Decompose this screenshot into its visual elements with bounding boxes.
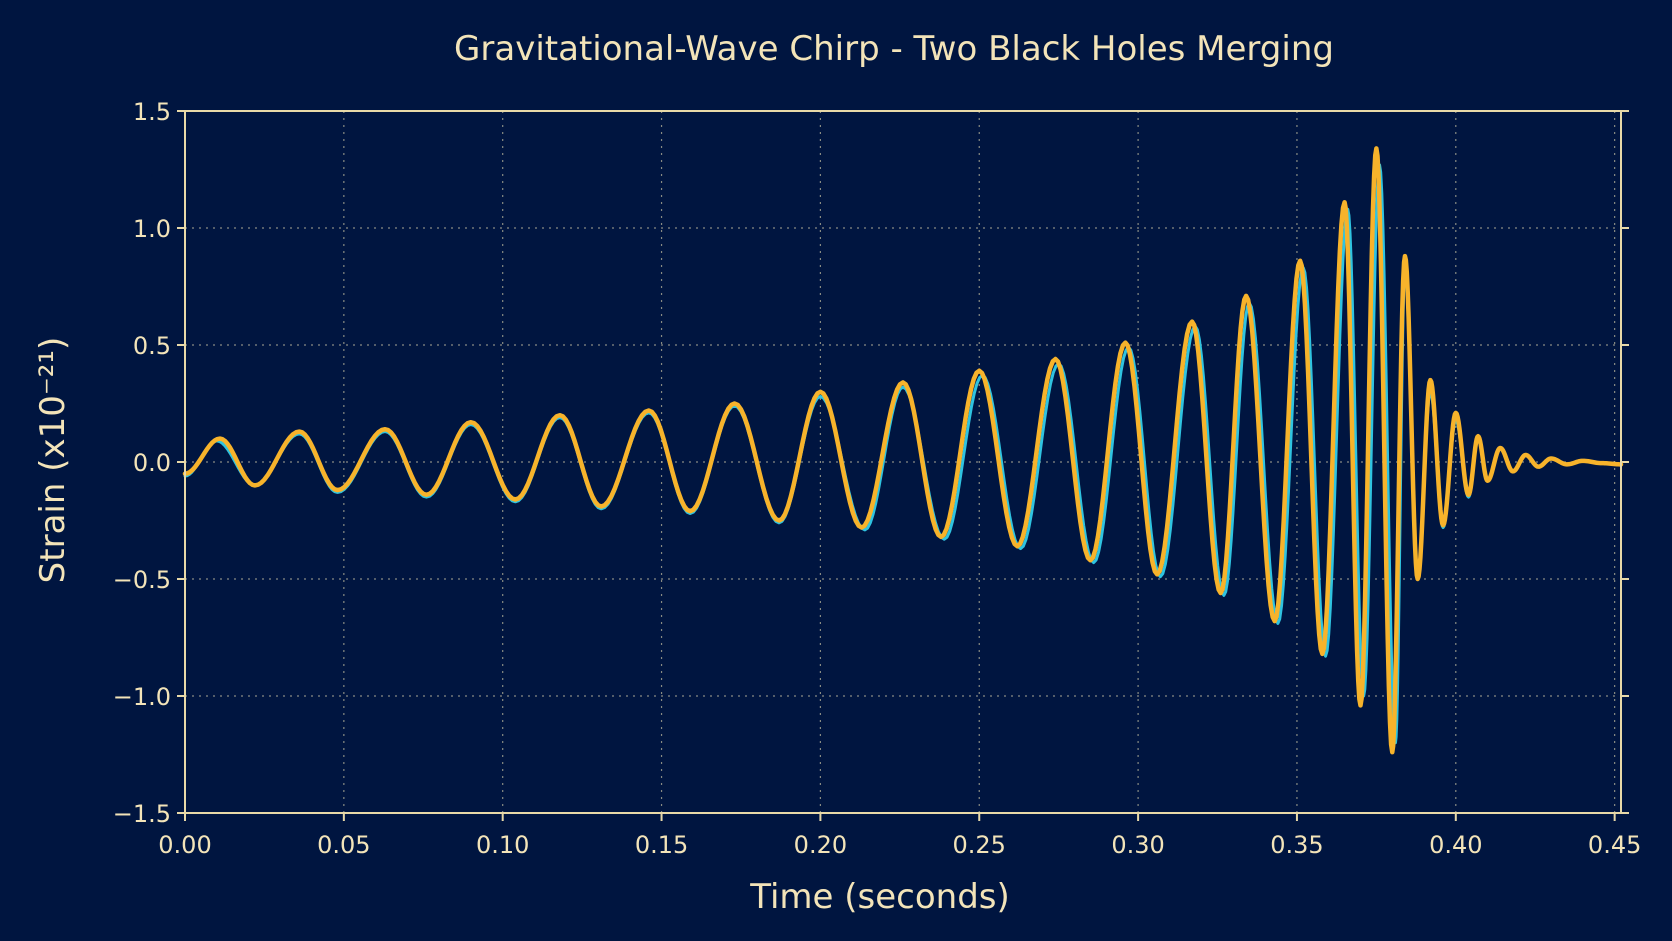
- y-tick-label: −1.0: [113, 683, 171, 711]
- axis-ticks: 0.00 0.05 0.10 0.15 0.20 0.25 0.30 0.35 0.40 0.45…: [113, 98, 1642, 859]
- x-tick-label: 0.00: [158, 831, 211, 859]
- y-tick-label: 1.5: [133, 98, 171, 126]
- grid-lines: [185, 111, 1621, 813]
- x-tick-label: 0.20: [794, 831, 847, 859]
- x-tick-label: 0.05: [317, 831, 370, 859]
- series-line-orange: [182, 146, 1624, 755]
- y-axis-label: Strain (x10⁻²¹): [33, 337, 73, 584]
- x-tick-label: 0.45: [1588, 831, 1641, 859]
- y-tick-label: 1.0: [133, 215, 171, 243]
- chart-title: Gravitational-Wave Chirp - Two Black Hol…: [454, 29, 1334, 69]
- y-tick-label: 0.5: [133, 332, 171, 360]
- x-tick-label: 0.10: [476, 831, 529, 859]
- series-lines: [182, 146, 1624, 755]
- x-tick-label: 0.40: [1429, 831, 1482, 859]
- x-axis-label: Time (seconds): [749, 877, 1010, 917]
- x-tick-label: 0.25: [953, 831, 1006, 859]
- x-tick-label: 0.15: [635, 831, 688, 859]
- y-tick-label: −0.5: [113, 566, 171, 594]
- x-tick-label: 0.35: [1270, 831, 1323, 859]
- x-tick-label: 0.30: [1111, 831, 1164, 859]
- y-tick-label: −1.5: [113, 800, 171, 828]
- y-tick-label: 0.0: [133, 449, 171, 477]
- plot-frame: [184, 110, 1622, 814]
